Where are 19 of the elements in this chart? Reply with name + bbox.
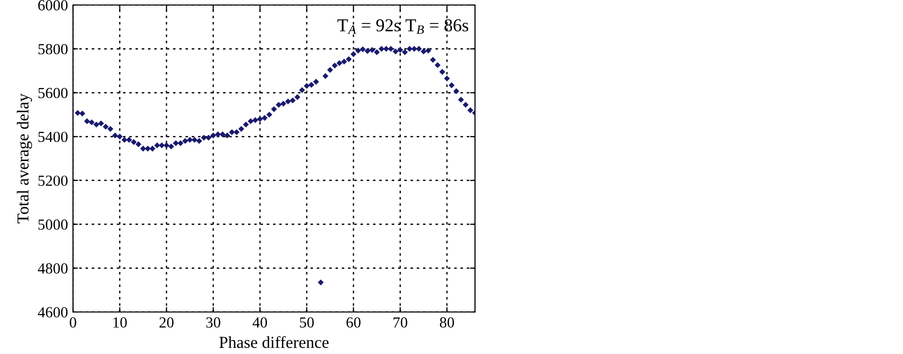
x-tick-label: 80 [440,317,454,328]
y-tick-label: 6000 [38,0,68,10]
x-tick-label: 70 [394,317,408,328]
y-tick-label: 5000 [38,219,68,230]
y-tick-label: 4800 [38,263,68,274]
y-tick-label: 5600 [38,88,68,98]
x-axis-title: Phase difference [219,336,329,348]
x-tick-label: 60 [346,317,361,328]
y-axis-title: Total average delay [16,93,32,224]
x-tick-label: 50 [300,317,314,328]
x-tick-label: 30 [206,317,220,328]
y-tick-label: 5200 [38,176,68,186]
x-tick-label: 10 [113,317,127,328]
x-tick-label: 20 [160,317,174,328]
x-tick-label: 0 [70,317,76,328]
y-tick-label: 5400 [38,132,68,142]
y-tick-label: 4600 [38,307,68,318]
y-tick-label: 5800 [38,44,68,54]
x-tick-label: 40 [252,317,268,328]
